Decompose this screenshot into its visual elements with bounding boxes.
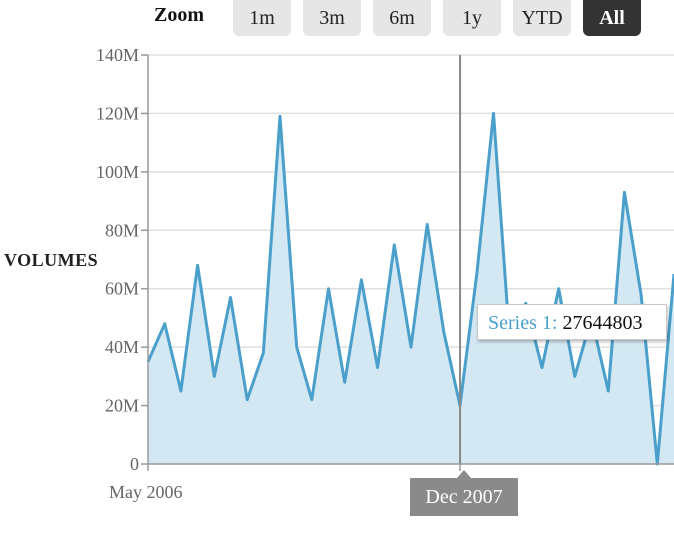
zoom-label: Zoom — [154, 4, 204, 26]
zoom-all-button[interactable]: All — [583, 0, 641, 36]
y-tick-label: 80M — [105, 220, 139, 240]
tooltip-value: 27644803 — [562, 312, 643, 334]
y-tick-label: 60M — [105, 279, 139, 299]
y-tick-label: 20M — [105, 396, 139, 416]
x-axis-start-label: May 2006 — [109, 482, 183, 502]
zoom-1m-button[interactable]: 1m — [233, 0, 291, 36]
zoom-1y-button[interactable]: 1y — [443, 0, 501, 36]
x-axis-ticks — [147, 464, 461, 471]
zoom-ytd-button[interactable]: YTD — [513, 0, 571, 36]
series-tooltip: Series 1: 27644803 — [477, 304, 667, 340]
tooltip-series-name: Series 1: — [488, 312, 558, 334]
y-tick-label: 40M — [105, 337, 139, 357]
y-tick-label: 0 — [130, 454, 139, 474]
crosshair-date-label: Dec 2007 — [410, 478, 518, 516]
series-1-area — [148, 113, 674, 465]
y-tick-label: 100M — [96, 162, 139, 182]
y-axis-ticks: 0 20M 40M 60M 80M 100M 120M 140M — [96, 45, 148, 474]
crosshair-flag-arrow — [457, 470, 471, 478]
y-axis-title: VOLUMES — [4, 250, 99, 270]
y-tick-label: 120M — [96, 103, 139, 123]
y-tick-label: 140M — [96, 45, 139, 65]
zoom-6m-button[interactable]: 6m — [373, 0, 431, 36]
zoom-3m-button[interactable]: 3m — [303, 0, 361, 36]
range-selector: Zoom 1m 3m 6m 1y YTD All — [0, 0, 674, 40]
